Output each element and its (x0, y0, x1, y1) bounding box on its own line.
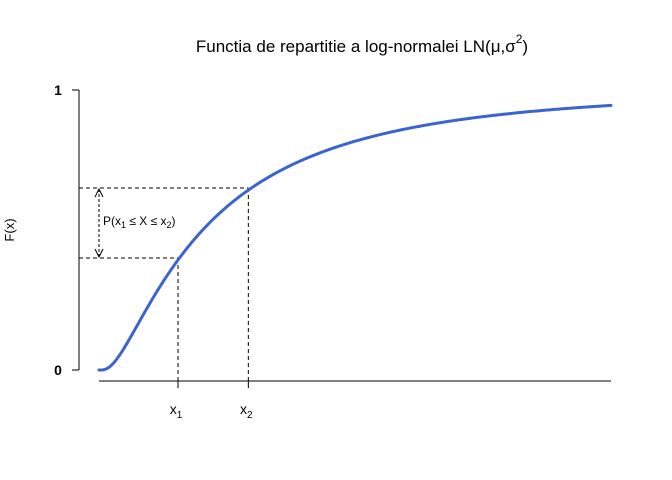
cdf-curve (97, 103, 613, 372)
title-comma: , (501, 37, 506, 56)
arrow-head-top (94, 187, 104, 198)
y-axis-label: F(x) (2, 218, 17, 241)
chart-title: Functia de repartitie a log-normalei LN(… (196, 32, 528, 56)
title-close: ) (522, 37, 528, 56)
title-mu: μ (491, 37, 501, 56)
title-superscript: 2 (516, 32, 523, 46)
y-tick-label-0: 0 (54, 362, 62, 378)
arrow-head-bottom (94, 248, 104, 259)
guide-lines (79, 187, 249, 381)
probability-arrow (94, 187, 104, 259)
title-text: Functia de repartitie a log-normalei LN( (196, 37, 491, 56)
title-sigma: σ (505, 37, 516, 56)
x-tick-label-1: x1 (170, 401, 183, 421)
y-tick-label-1: 1 (54, 82, 62, 98)
y-ticks: 0 1 (54, 82, 79, 378)
x-tick-label-2: x2 (240, 401, 253, 421)
probability-annotation: P(x1 ≤ X ≤ x2) (103, 214, 176, 230)
x-ticks: x1 x2 (170, 381, 253, 421)
